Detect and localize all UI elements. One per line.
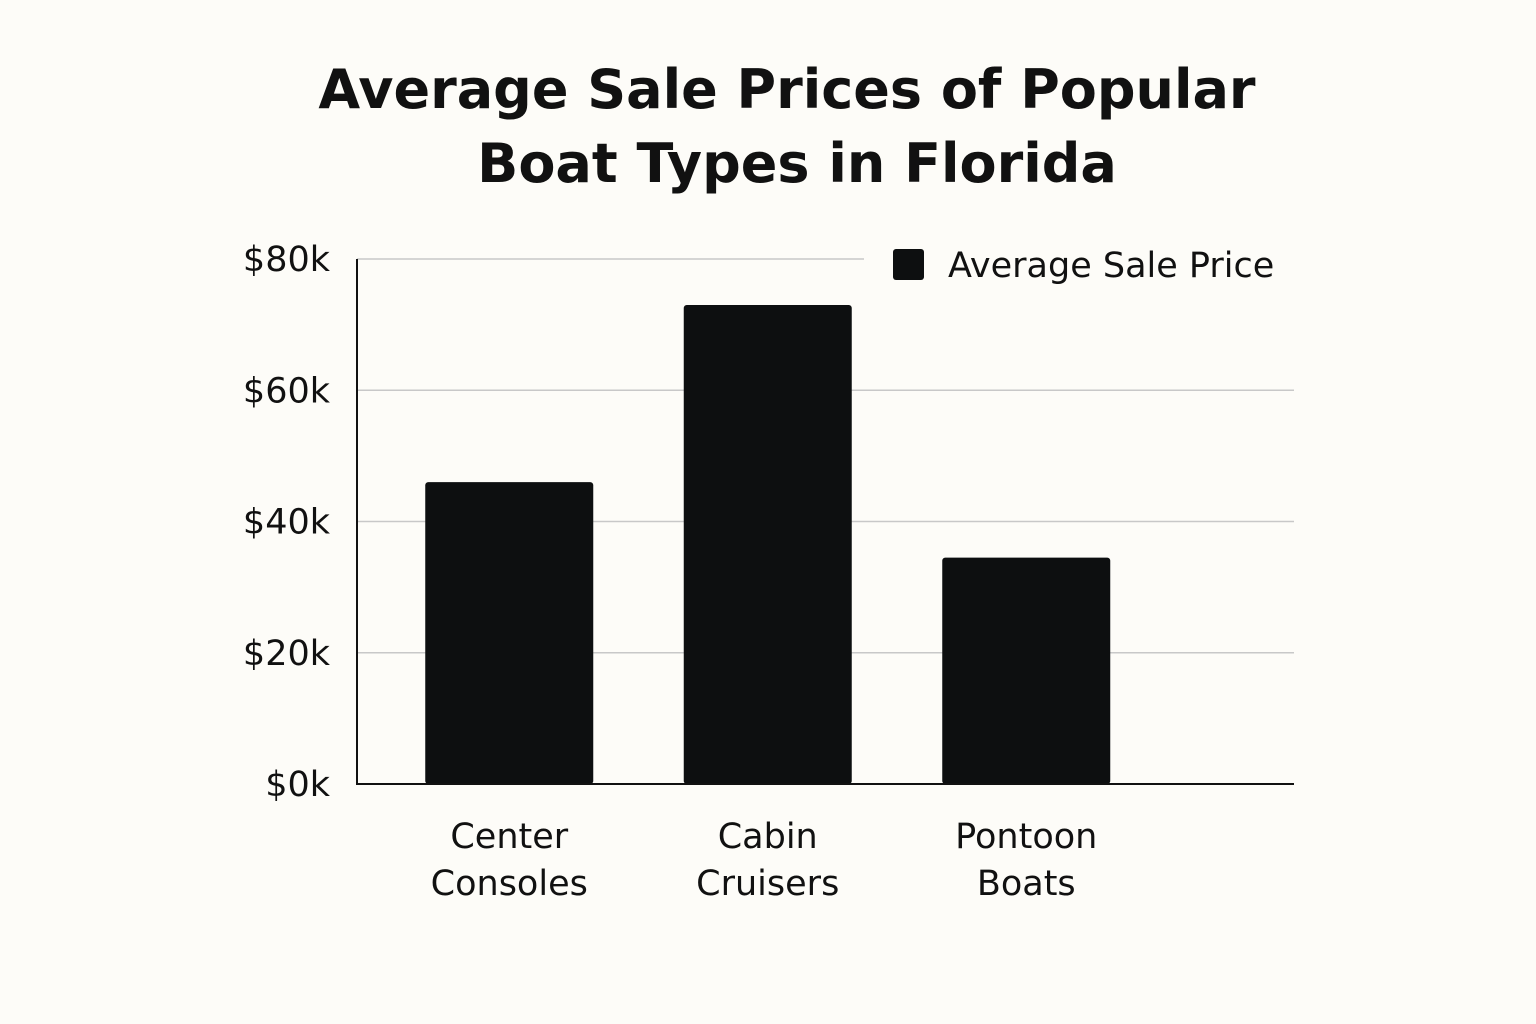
x-category-label-1-line-1: Cabin: [718, 817, 818, 857]
bar-2: [942, 557, 1111, 784]
legend-swatch: [893, 249, 924, 280]
y-tick-label-1: $20k: [243, 634, 331, 674]
legend: Average Sale Price: [893, 246, 1274, 286]
chart-title-line-1: Average Sale Prices of Popular: [318, 58, 1256, 121]
x-category-label-2-line-1: Pontoon: [955, 817, 1097, 857]
x-axis-category-labels: Center Consoles Cabin Cruisers Pontoon Boats: [431, 817, 1098, 904]
x-category-label-0-line-2: Consoles: [431, 864, 588, 904]
x-category-label-2-line-2: Boats: [977, 864, 1076, 904]
axes: [356, 259, 1294, 785]
x-category-label-0-line-1: Center: [450, 817, 568, 857]
y-tick-label-2: $40k: [243, 503, 331, 543]
chart-title-line-2: Boat Types in Florida: [477, 132, 1117, 195]
bar-1: [683, 304, 852, 784]
bars: [425, 304, 1111, 784]
bar-0: [425, 482, 594, 784]
y-tick-label-3: $60k: [243, 371, 331, 411]
y-tick-label-0: $0k: [265, 765, 331, 805]
chart-title: Average Sale Prices of Popular Boat Type…: [318, 58, 1256, 195]
legend-label: Average Sale Price: [948, 246, 1274, 286]
y-tick-label-4: $80k: [243, 240, 331, 280]
x-category-label-1-line-2: Cruisers: [696, 864, 839, 904]
y-axis-tick-labels: $0k $20k $40k $60k $80k: [243, 240, 331, 805]
